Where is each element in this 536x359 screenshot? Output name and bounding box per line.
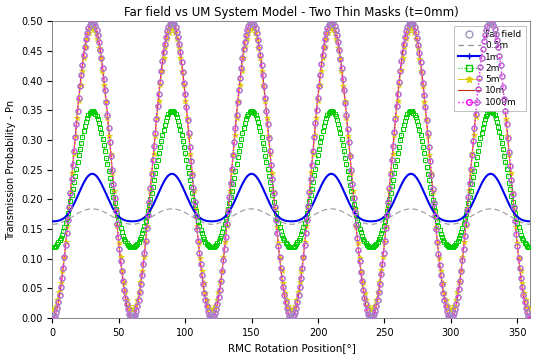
Y-axis label: Transmission Probability - Pn: Transmission Probability - Pn [5, 99, 16, 240]
Title: Far field vs UM System Model - Two Thin Masks (t=0mm): Far field vs UM System Model - Two Thin … [124, 5, 459, 19]
X-axis label: RMC Rotation Position[°]: RMC Rotation Position[°] [227, 344, 355, 354]
Legend: Far field, 0.5m, 1m, 2m, 5m, 10m, 1000m: Far field, 0.5m, 1m, 2m, 5m, 10m, 1000m [453, 25, 526, 111]
